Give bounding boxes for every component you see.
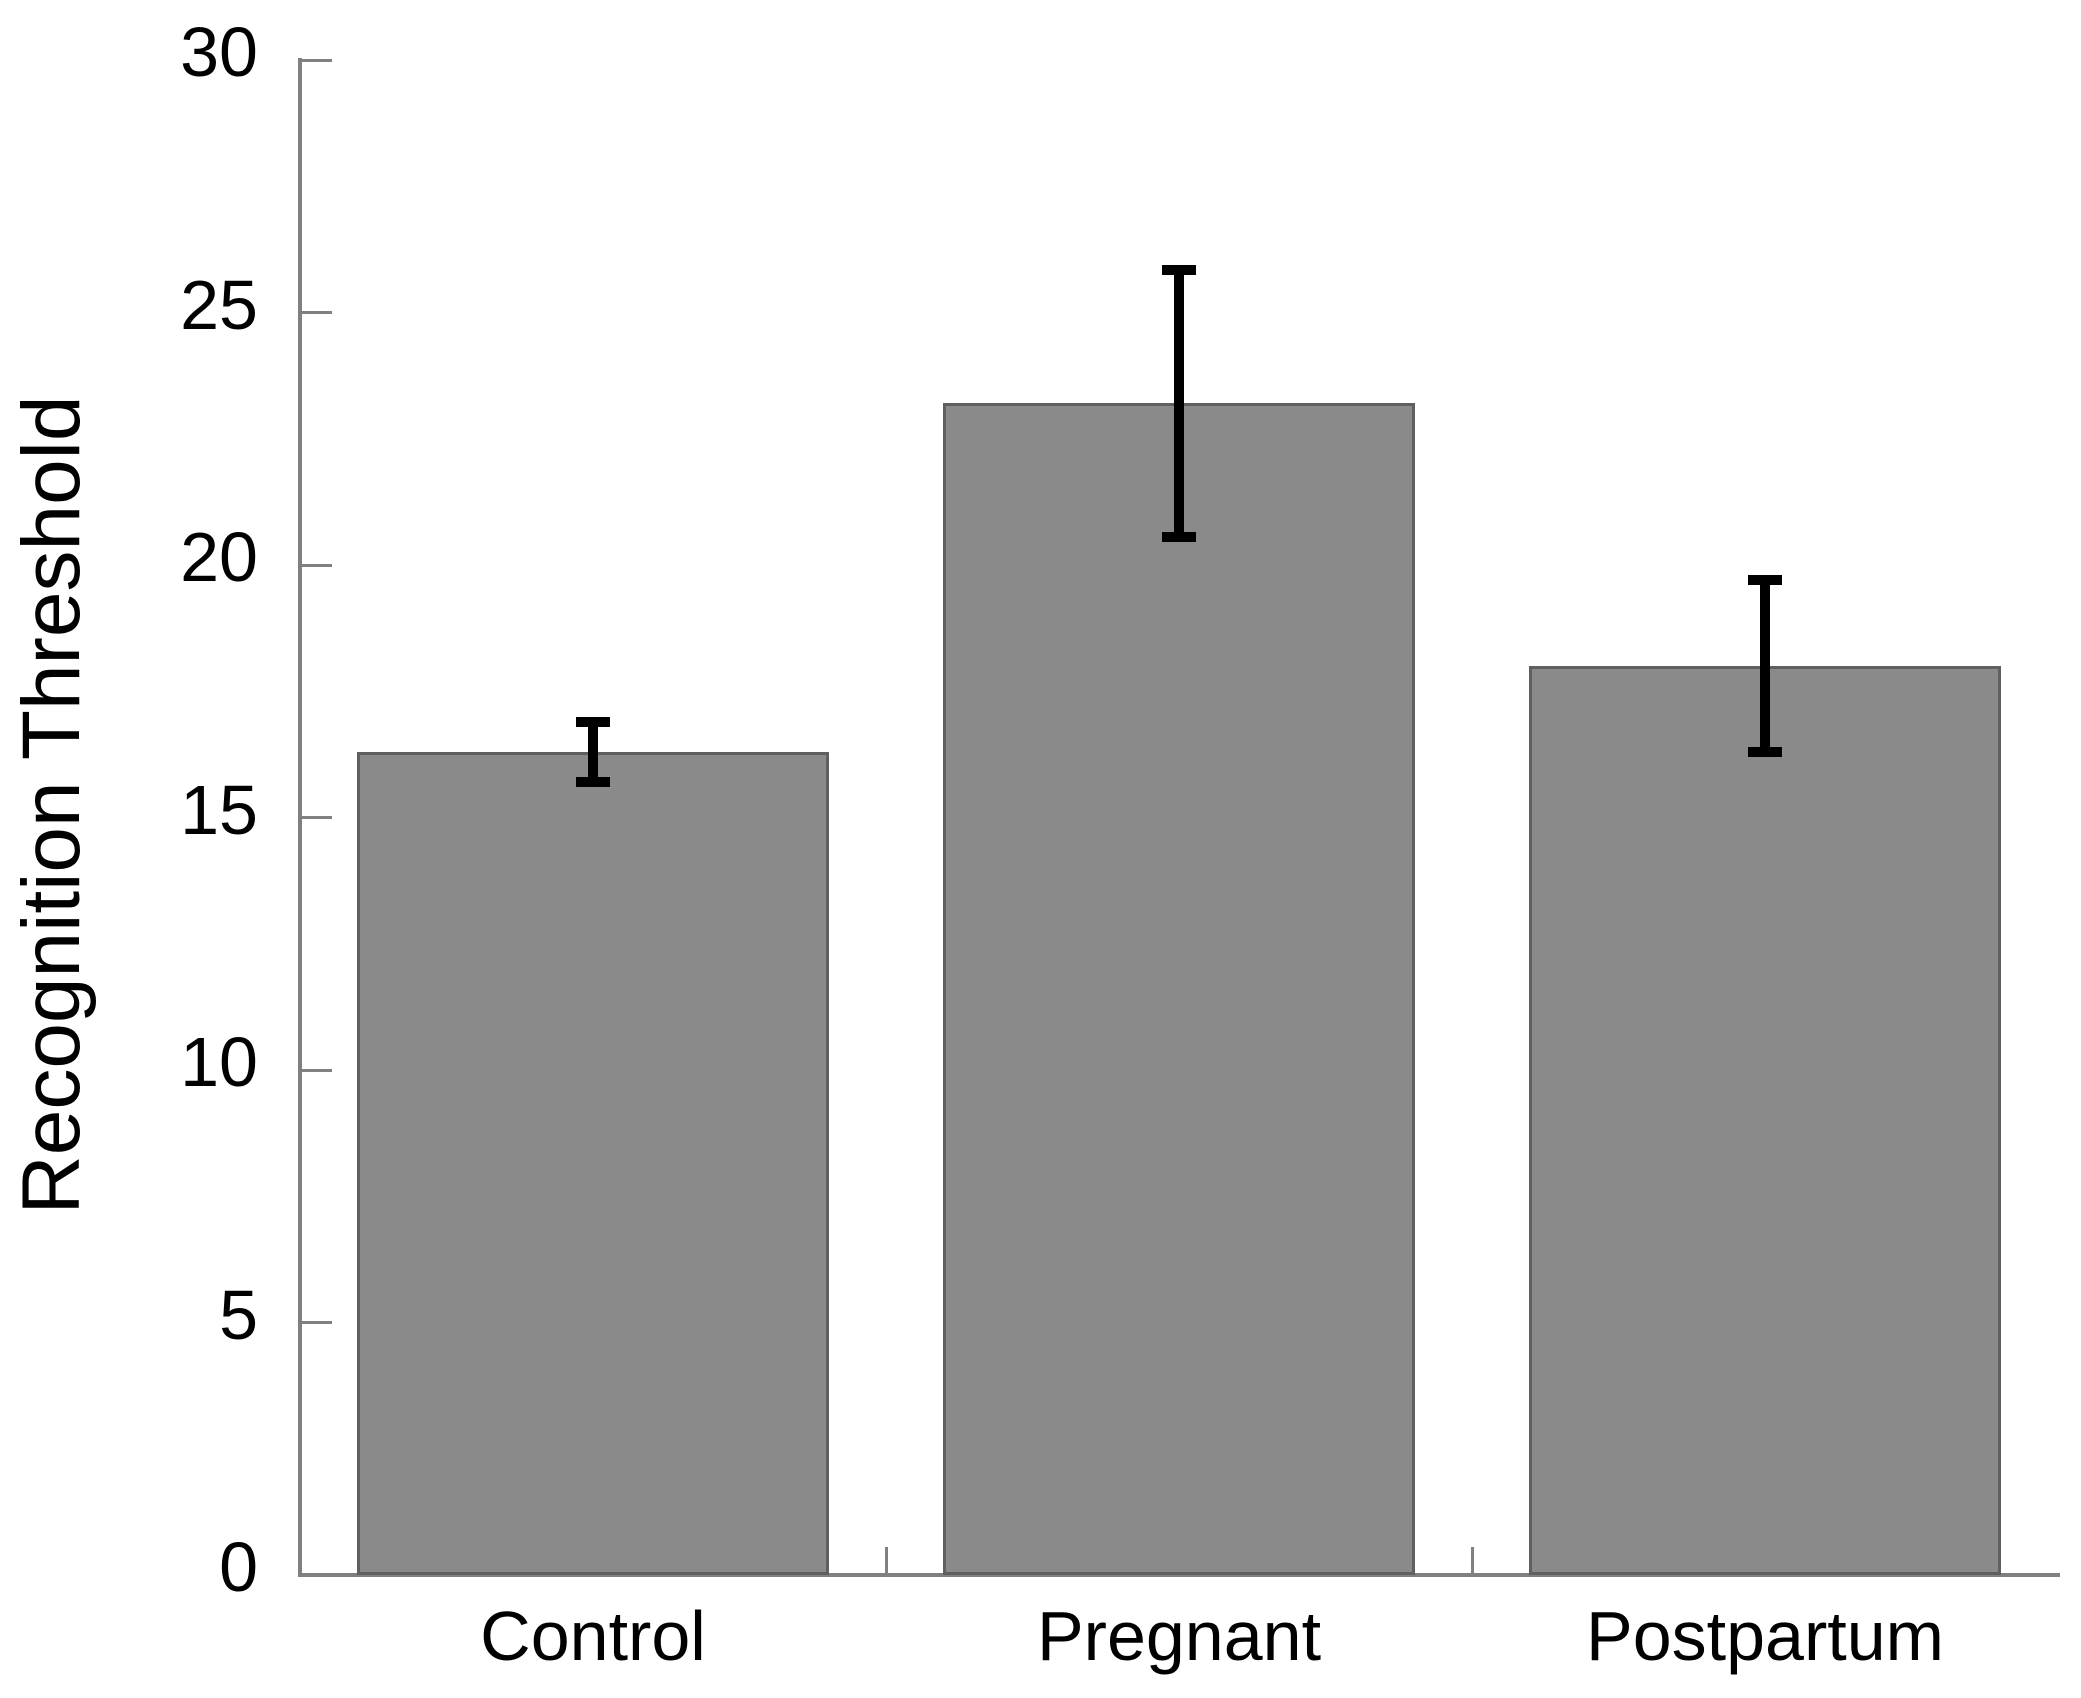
y-tick-label: 15 bbox=[180, 770, 258, 849]
y-tick bbox=[300, 563, 332, 567]
bar-pregnant bbox=[943, 403, 1415, 1575]
x-category-label-pregnant: Pregnant bbox=[1036, 1597, 1322, 1675]
error-bar-top-cap-pregnant bbox=[1162, 264, 1196, 275]
error-bar-line-postpartum bbox=[1760, 580, 1770, 752]
y-tick bbox=[300, 1068, 332, 1072]
error-bar-bottom-cap-pregnant bbox=[1162, 532, 1196, 543]
y-tick bbox=[300, 1573, 332, 1577]
y-tick bbox=[300, 58, 332, 62]
error-bar-top-cap-postpartum bbox=[1748, 575, 1782, 586]
y-tick-label: 25 bbox=[180, 265, 258, 344]
error-bar-line-control bbox=[588, 721, 598, 783]
error-bar-line-pregnant bbox=[1174, 269, 1184, 538]
x-tick bbox=[1470, 1547, 1474, 1575]
x-category-label-control: Control bbox=[480, 1597, 706, 1675]
x-category-label-postpartum: Postpartum bbox=[1586, 1597, 1944, 1675]
y-tick-label: 0 bbox=[219, 1528, 258, 1606]
y-tick bbox=[300, 1321, 332, 1324]
y-tick-label: 10 bbox=[180, 1023, 258, 1101]
y-tick-label: 5 bbox=[219, 1275, 258, 1354]
x-axis-line bbox=[298, 1573, 2060, 1577]
y-tick-label: 30 bbox=[180, 13, 258, 91]
x-tick bbox=[884, 1547, 888, 1575]
y-tick-label: 20 bbox=[180, 518, 258, 596]
y-tick bbox=[300, 816, 332, 819]
bar-control bbox=[357, 751, 829, 1575]
error-bar-top-cap-control bbox=[576, 716, 610, 727]
bar-postpartum bbox=[1529, 666, 2001, 1575]
y-tick bbox=[300, 311, 332, 314]
error-bar-bottom-cap-control bbox=[576, 777, 610, 788]
error-bar-bottom-cap-postpartum bbox=[1748, 746, 1782, 757]
